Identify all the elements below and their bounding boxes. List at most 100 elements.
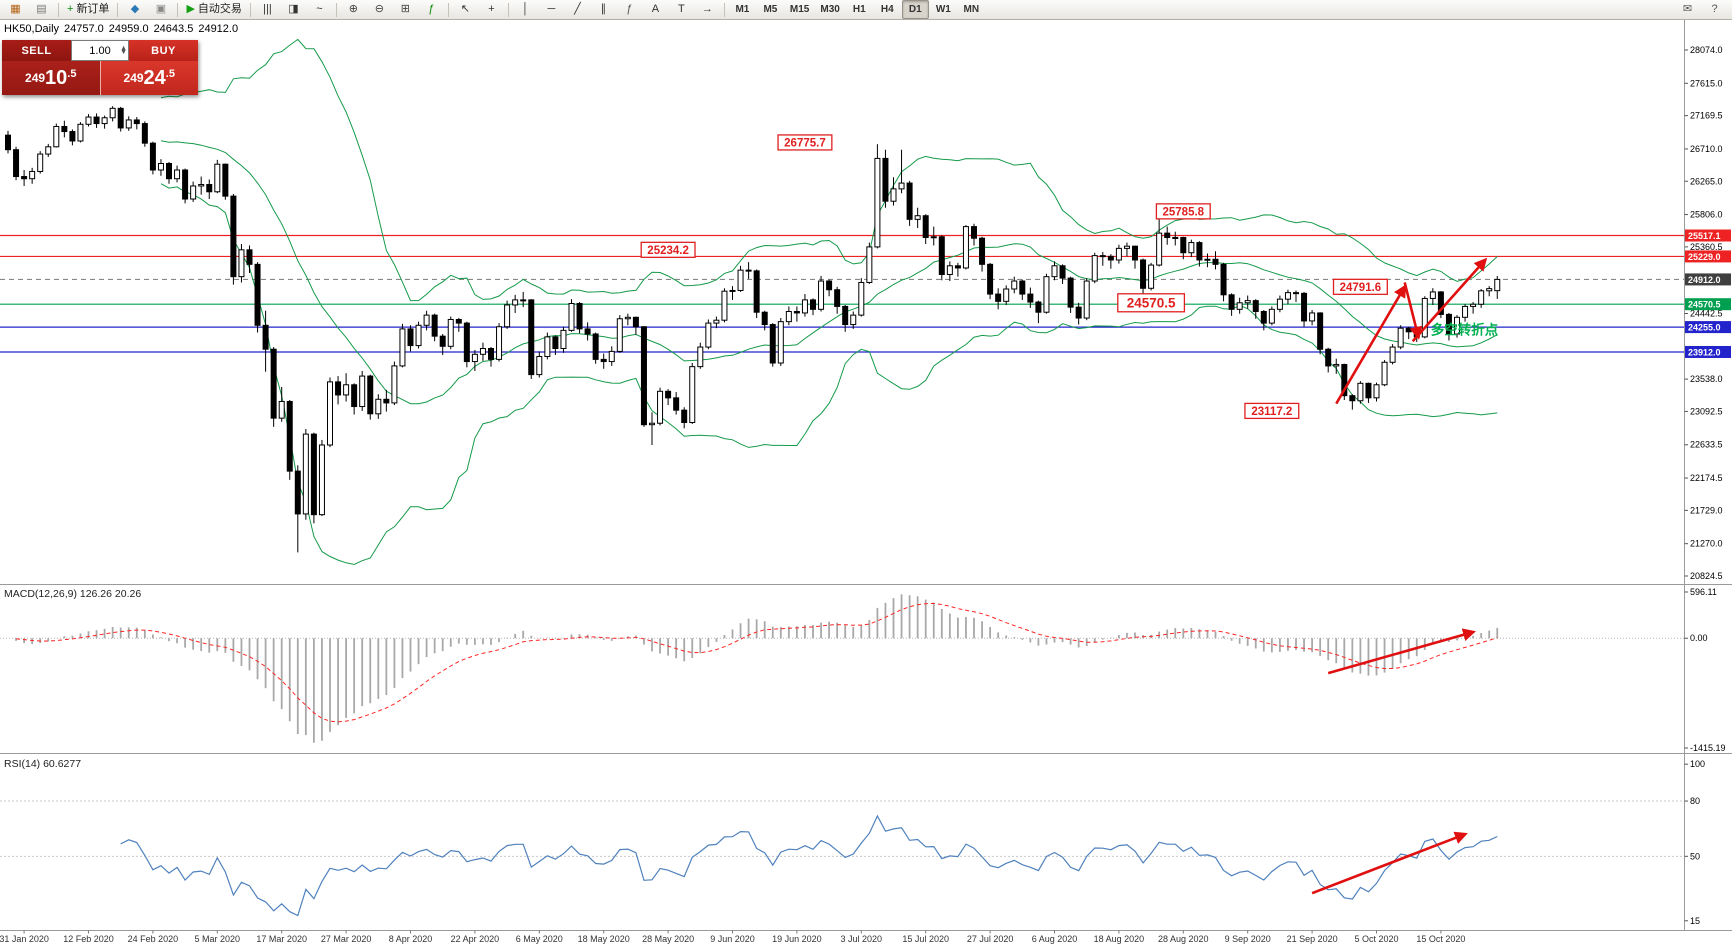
toolbar-separator	[723, 2, 725, 17]
price-chart-canvas[interactable]: 28074.0 27615.0 27169.5 26710.0 26265.0 25806…	[0, 20, 1732, 947]
svg-text:27 Mar 2020: 27 Mar 2020	[321, 934, 372, 944]
vertical-line-icon: │	[521, 3, 529, 15]
svg-text:6 Aug 2020: 6 Aug 2020	[1032, 934, 1078, 944]
tile-windows-icon: ⊞	[400, 3, 411, 15]
svg-text:100: 100	[1690, 759, 1705, 769]
candlestick-mode-icon: ◨	[288, 3, 299, 15]
svg-text:23538.0: 23538.0	[1690, 374, 1723, 384]
crosshair-button[interactable]: +	[479, 0, 504, 19]
svg-text:24 Feb 2020: 24 Feb 2020	[128, 934, 179, 944]
svg-text:596.11: 596.11	[1690, 587, 1717, 597]
svg-text:28 Aug 2020: 28 Aug 2020	[1158, 934, 1209, 944]
timeframe-m5-button[interactable]: M5	[763, 3, 778, 15]
timeframe-m1-button[interactable]: M1	[735, 3, 750, 15]
timeframe-m30-button[interactable]: M30	[820, 3, 840, 15]
timeframe-d1-button[interactable]: D1	[901, 0, 929, 19]
bar-chart-mode-button[interactable]: |||	[255, 0, 280, 19]
svg-text:22174.5: 22174.5	[1690, 473, 1723, 483]
svg-text:3 Jul 2020: 3 Jul 2020	[841, 934, 883, 944]
history-center-button[interactable]: ◆	[122, 0, 147, 19]
svg-text:23912.0: 23912.0	[1688, 347, 1721, 357]
svg-text:多空转折点: 多空转折点	[1431, 321, 1499, 337]
zoom-out-button[interactable]: ⊖	[367, 0, 392, 19]
trendline-button[interactable]: ╱	[565, 0, 590, 19]
volume-spinner: ▲ ▼	[120, 41, 127, 60]
svg-text:-1415.19: -1415.19	[1690, 743, 1726, 753]
chart-high-value: 24959.0	[108, 23, 149, 35]
price-big-digits: 24	[143, 66, 166, 89]
svg-text:22 Apr 2020: 22 Apr 2020	[451, 934, 500, 944]
channel-icon: ∥	[600, 3, 607, 15]
price-big-digits: 10	[45, 66, 68, 89]
sell-price[interactable]: 249 10.5	[2, 61, 101, 95]
toolbar-separator	[335, 2, 337, 17]
profiles-icon: ▤	[36, 3, 47, 15]
buy-price[interactable]: 249 24.5	[100, 61, 198, 95]
svg-text:5 Mar 2020: 5 Mar 2020	[195, 934, 241, 944]
messages-button[interactable]: ✉	[1675, 0, 1700, 19]
horizontal-line-button[interactable]: ─	[539, 0, 564, 19]
zoom-in-button[interactable]: ⊕	[341, 0, 366, 19]
timeframe-m15-button[interactable]: M15	[789, 3, 810, 15]
svg-text:5 Oct 2020: 5 Oct 2020	[1354, 934, 1398, 944]
autotrading-button[interactable]: ▶ 自动交易	[182, 0, 245, 19]
channel-button[interactable]: ∥	[591, 0, 616, 19]
volume-input[interactable]: 1.00 ▲ ▼	[71, 40, 129, 61]
text-label-button[interactable]: T	[669, 0, 694, 19]
line-chart-mode-button[interactable]: ~	[307, 0, 332, 19]
arrows-button[interactable]: →	[695, 0, 720, 19]
toolbar-separator	[507, 2, 509, 17]
svg-text:15 Oct 2020: 15 Oct 2020	[1416, 934, 1465, 944]
svg-text:25785.8: 25785.8	[1163, 206, 1205, 218]
print-icon: ▣	[155, 3, 167, 15]
text-button[interactable]: A	[643, 0, 668, 19]
svg-text:24255.0: 24255.0	[1688, 323, 1721, 333]
svg-text:24570.5: 24570.5	[1688, 300, 1721, 310]
toolbar-separator	[117, 2, 119, 17]
line-chart-mode-icon: ~	[316, 3, 323, 15]
svg-text:19 Jun 2020: 19 Jun 2020	[772, 934, 822, 944]
toolbar-separator	[447, 2, 449, 17]
buy-button[interactable]: BUY	[129, 40, 198, 61]
svg-text:28074.0: 28074.0	[1690, 45, 1723, 55]
timeframe-h1-button[interactable]: H1	[852, 3, 866, 15]
profiles-button[interactable]: ▤	[29, 0, 54, 19]
svg-text:80: 80	[1690, 796, 1700, 806]
toolbar-separator	[58, 2, 59, 17]
volume-decrease-button[interactable]: ▼	[120, 48, 127, 56]
help-button[interactable]: ?	[1702, 0, 1727, 19]
indicators-button[interactable]: ƒ	[419, 0, 444, 19]
svg-text:22633.5: 22633.5	[1690, 440, 1723, 450]
cursor-button[interactable]: ↖	[453, 0, 478, 19]
volume-increase-button[interactable]: ▲	[120, 44, 127, 52]
new-chart-button[interactable]: ▦	[3, 0, 28, 19]
svg-text:26265.0: 26265.0	[1690, 176, 1723, 186]
timeframe-mn-button[interactable]: MN	[963, 3, 980, 15]
sell-button[interactable]: SELL	[2, 40, 71, 61]
candlestick-mode-button[interactable]: ◨	[281, 0, 306, 19]
chart-area[interactable]: 28074.0 27615.0 27169.5 26710.0 26265.0 25806…	[0, 20, 1732, 947]
chart-symbol-period: HK50,Daily	[4, 23, 60, 35]
toolbar-separator	[177, 2, 179, 17]
vertical-line-button[interactable]: │	[513, 0, 538, 19]
timeframe-w1-button[interactable]: W1	[935, 3, 951, 15]
chart-ohlc-header: HK50,Daily 24757.0 24959.0 24643.5 24912.0	[4, 23, 243, 35]
messages-icon: ✉	[1682, 3, 1693, 15]
svg-text:31 Jan 2020: 31 Jan 2020	[0, 934, 49, 944]
svg-text:RSI(14) 60.6277: RSI(14) 60.6277	[4, 758, 81, 770]
toolbar-separator	[249, 2, 251, 17]
new-order-button[interactable]: + 新订单	[63, 0, 113, 19]
text-icon: A	[651, 3, 660, 15]
timeframe-h4-button[interactable]: H4	[880, 3, 894, 15]
tile-windows-button[interactable]: ⊞	[393, 0, 418, 19]
help-icon: ?	[1711, 3, 1718, 15]
svg-text:17 Mar 2020: 17 Mar 2020	[256, 934, 307, 944]
horizontal-line-icon: ─	[547, 3, 556, 15]
new-chart-icon: ▦	[10, 3, 21, 15]
svg-text:24570.5: 24570.5	[1127, 296, 1176, 311]
svg-text:24791.6: 24791.6	[1340, 282, 1382, 294]
fibonacci-button[interactable]: ƒ	[617, 0, 642, 19]
zoom-in-icon: ⊕	[348, 3, 359, 15]
print-button[interactable]: ▣	[148, 0, 173, 19]
trendline-icon: ╱	[574, 3, 581, 15]
